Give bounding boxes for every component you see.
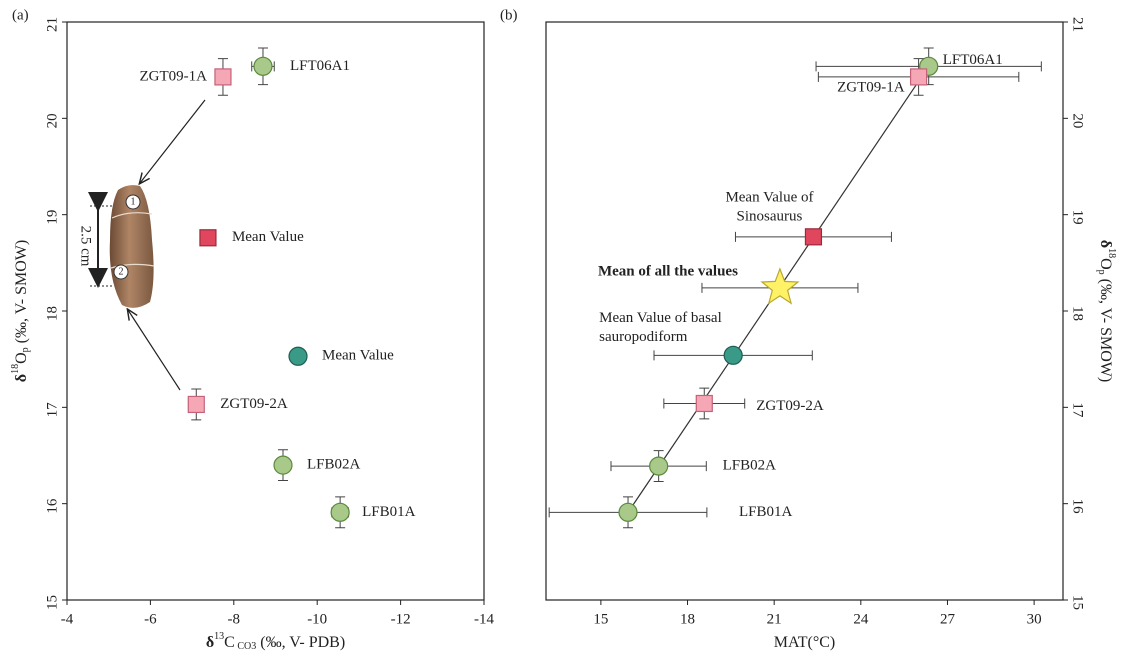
- point-label: ZGT09-1A: [139, 68, 207, 84]
- point-label: Mean of all the values: [598, 263, 738, 279]
- y-tick-label: 18: [1070, 306, 1086, 321]
- axis-label: δ18Op (‰, V- SMOW): [10, 240, 31, 382]
- y-tick-label: 15: [1070, 595, 1086, 610]
- axis-label-part: δ: [206, 634, 214, 651]
- plot-frame: [66, 21, 485, 601]
- point-label: LFB02A: [723, 458, 777, 474]
- point-label: LFB01A: [362, 504, 416, 520]
- point: [288, 346, 308, 366]
- axis-label: MAT(°C): [774, 634, 836, 651]
- point: [618, 502, 638, 522]
- point-label: sauropodiform: [599, 329, 688, 345]
- axis-label-part: 18: [10, 364, 21, 374]
- point-label: Sinosaurus: [737, 208, 803, 224]
- y-tick-label: 21: [44, 17, 60, 32]
- y-tick-label: 17: [1070, 402, 1086, 418]
- y-tick-label: 20: [1070, 113, 1086, 128]
- point: [760, 267, 800, 305]
- point: [723, 345, 743, 365]
- point-label: LFT06A1: [943, 52, 1003, 68]
- x-tick-label: 18: [680, 611, 695, 627]
- axis-label-part: MAT(°C): [774, 634, 836, 651]
- point-label: Mean Value: [232, 229, 304, 245]
- x-tick-label: -10: [307, 611, 327, 627]
- y-tick-label: 18: [44, 306, 60, 321]
- point: [695, 394, 713, 413]
- tooth-photo: [88, 99, 206, 391]
- x-tick-label: -12: [391, 611, 411, 627]
- x-tick-label: -4: [61, 611, 74, 627]
- y-tick-label: 21: [1070, 17, 1086, 32]
- point-label: LFB02A: [307, 457, 361, 473]
- point: [253, 56, 273, 76]
- point: [187, 395, 205, 414]
- x-tick-label: -14: [474, 611, 494, 627]
- y-tick-label: 16: [44, 498, 60, 513]
- point: [214, 68, 232, 86]
- point: [649, 456, 669, 476]
- point: [909, 68, 928, 86]
- x-tick-label: -6: [144, 611, 157, 627]
- axis-label-part: p: [20, 347, 31, 352]
- axis-label-part: (‰, V- PDB): [256, 634, 345, 651]
- y-tick-label: 16: [1070, 499, 1086, 514]
- x-tick-label: -8: [228, 611, 241, 627]
- y-tick-label: 17: [44, 402, 60, 418]
- y-tick-label: 20: [44, 113, 60, 128]
- y-tick-label: 15: [44, 595, 60, 610]
- axis-label-part: (‰, V- SMOW): [13, 240, 30, 348]
- x-tick-label: 24: [853, 611, 869, 627]
- axis-label-part: δ: [13, 374, 30, 382]
- x-tick-label: 15: [593, 611, 608, 627]
- x-tick-label: 27: [940, 611, 956, 627]
- point: [273, 455, 293, 475]
- point-label: Mean Value of basal: [599, 310, 722, 326]
- axis-label-part: δ: [1097, 240, 1114, 248]
- y-tick-label: 19: [44, 210, 60, 225]
- spot-label: 1: [131, 196, 136, 207]
- axis-label-part: O: [1097, 258, 1114, 270]
- axis-label-part: C: [224, 634, 235, 651]
- axis-label: δ18Op (‰, V- SMOW): [1096, 240, 1117, 382]
- axis-label-part: 13: [214, 631, 224, 642]
- point: [804, 228, 823, 246]
- x-tick-label: 21: [767, 611, 782, 627]
- y-tick-label: 19: [1070, 210, 1086, 225]
- point-label: LFT06A1: [290, 58, 350, 74]
- scale-label: 2.5 cm: [78, 226, 94, 267]
- point-label: Mean Value: [322, 348, 394, 364]
- axis-label: δ13C CO3 (‰, V- PDB): [206, 631, 345, 652]
- panel-label: (a): [12, 7, 29, 23]
- point-label: ZGT09-2A: [756, 398, 824, 414]
- point-label: LFB01A: [739, 504, 793, 520]
- panel-label: (b): [500, 7, 518, 23]
- point-label: ZGT09-2A: [220, 396, 288, 412]
- axis-label-part: CO3: [235, 641, 256, 652]
- point: [330, 502, 350, 522]
- axis-label-part: (‰, V- SMOW): [1097, 275, 1114, 383]
- point-label: Mean Value of: [725, 189, 813, 205]
- axis-label-part: p: [1096, 270, 1107, 275]
- axis-label-part: O: [13, 352, 30, 364]
- x-tick-label: 30: [1027, 611, 1042, 627]
- spot-label: 2: [119, 266, 124, 277]
- point-label: ZGT09-1A: [837, 79, 905, 95]
- point: [199, 229, 217, 247]
- axis-label-part: 18: [1106, 248, 1117, 258]
